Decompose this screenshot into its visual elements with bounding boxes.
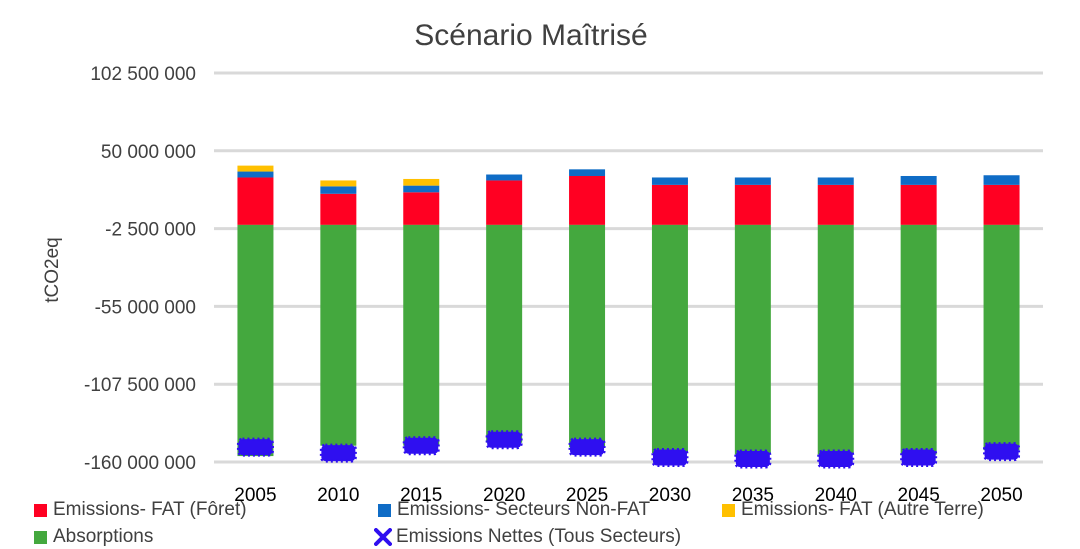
bar-segment (486, 174, 523, 181)
y-tick-label: -160 000 000 (84, 453, 196, 474)
x-tick-label: 2030 (649, 485, 691, 506)
legend-marker-net (374, 528, 392, 546)
legend-swatch-foret (34, 503, 47, 517)
bar-segment (237, 224, 274, 457)
bar-segment (651, 184, 688, 225)
legend-label-non-fat: Emissions- Secteurs Non-FAT (397, 499, 651, 520)
x-tick-label: 2035 (732, 485, 774, 506)
legend-item-foret: Emissions- FAT (Fôret) (34, 498, 247, 522)
x-tick-label: 2050 (980, 485, 1022, 506)
net-marker (983, 442, 1021, 462)
bar-segment (320, 186, 357, 194)
bar-segment (983, 175, 1020, 185)
net-marker (402, 436, 440, 456)
legend-label-absorptions: Absorptions (53, 526, 154, 547)
legend-label-autre-terre: Emissions- FAT (Autre Terre) (741, 499, 984, 520)
net-marker (568, 437, 606, 457)
bar-segment (900, 224, 937, 455)
x-tick-label: 2040 (815, 485, 857, 506)
net-marker (734, 449, 772, 469)
legend-item-non-fat: Emissions- Secteurs Non-FAT (378, 498, 650, 522)
bar-segment (237, 171, 274, 178)
x-tick-label: 2045 (898, 485, 940, 506)
y-tick-label: 50 000 000 (101, 142, 196, 163)
bar-segment (486, 224, 523, 443)
legend-item-net: Emissions Nettes (Tous Secteurs) (374, 525, 681, 549)
legend-item-absorptions: Absorptions (34, 525, 153, 549)
y-axis-label: tCO2eq (42, 237, 63, 302)
legend-swatch-absorptions (34, 530, 47, 544)
bar-segment (237, 177, 274, 225)
bar-segment (983, 184, 1020, 225)
legend-label-foret: Emissions- FAT (Fôret) (53, 499, 247, 520)
legend: Emissions- FAT (Fôret) Emissions- Secteu… (0, 494, 1080, 549)
bar-segment (900, 184, 937, 225)
bar-segment (403, 178, 440, 186)
bar-segment (734, 224, 771, 455)
bar-segment (320, 224, 357, 446)
bar-segment (983, 224, 1020, 451)
bar-segment (734, 177, 771, 185)
y-tick-label: 102 500 000 (90, 64, 196, 85)
bar-segment (734, 184, 771, 225)
net-marker (900, 448, 938, 468)
bar-segment (651, 224, 688, 454)
bar-segment (320, 180, 357, 187)
x-tick-label: 2025 (566, 485, 608, 506)
legend-label-net: Emissions Nettes (Tous Secteurs) (396, 526, 682, 547)
x-tick-label: 2005 (234, 485, 276, 506)
chart-title: Scénario Maîtrisé (414, 19, 647, 52)
net-marker (485, 430, 523, 450)
legend-item-autre-terre: Emissions- FAT (Autre Terre) (722, 498, 984, 522)
bars (237, 165, 1020, 457)
bar-segment (569, 224, 606, 448)
bar-segment (320, 193, 357, 225)
bar-segment (403, 192, 440, 225)
bar-segment (403, 224, 440, 446)
bar-segment (237, 165, 274, 172)
bar-segment (569, 175, 606, 225)
net-emission-markers (236, 430, 1021, 469)
y-tick-label: -55 000 000 (95, 297, 196, 318)
bar-segment (817, 177, 854, 185)
x-tick-label: 2015 (400, 485, 442, 506)
y-tick-label: -107 500 000 (84, 375, 196, 396)
bar-segment (569, 169, 606, 176)
y-tick-labels: 102 500 000 50 000 000 -2 500 000 -55 000 0… (84, 64, 196, 474)
x-tick-label: 2020 (483, 485, 525, 506)
net-marker (817, 449, 855, 469)
net-marker (651, 448, 689, 468)
bar-segment (817, 184, 854, 225)
bar-segment (651, 177, 688, 185)
legend-swatch-non-fat (378, 503, 391, 517)
x-tick-label: 2010 (317, 485, 359, 506)
bar-segment (403, 185, 440, 193)
bar-segment (486, 180, 523, 225)
x-tick-labels: 2005 2010 2015 2020 2025 2030 2035 2040 2045 2050 (234, 485, 1022, 506)
net-marker (319, 443, 357, 463)
y-tick-label: -2 500 000 (105, 220, 196, 241)
net-marker (236, 437, 274, 457)
bar-segment (900, 175, 937, 185)
bar-segment (817, 224, 854, 455)
legend-swatch-autre-terre (722, 503, 735, 517)
